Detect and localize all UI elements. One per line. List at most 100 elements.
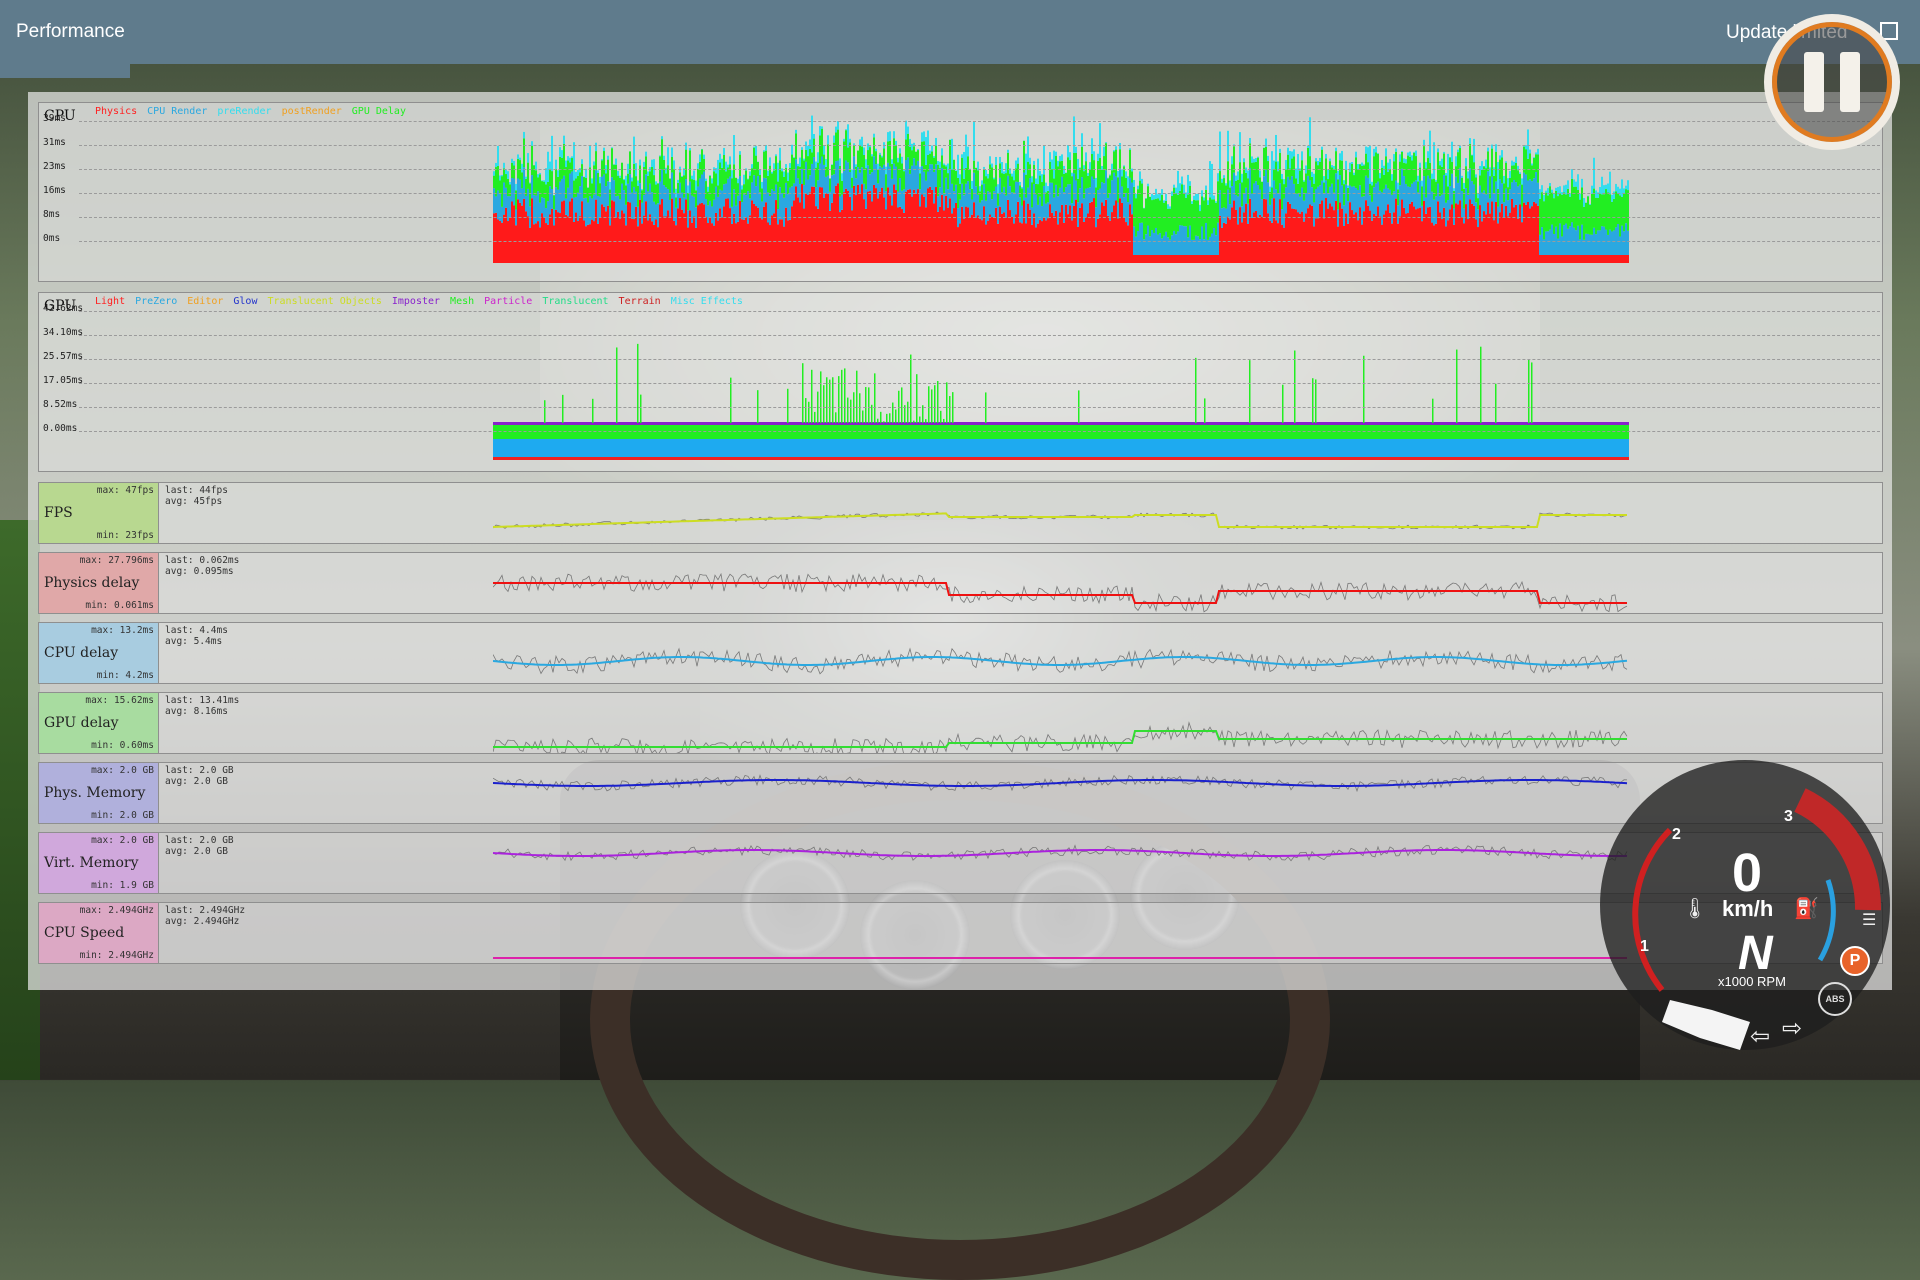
cpu-bar-segment [1499, 212, 1501, 263]
cpu-bar-segment [1477, 198, 1479, 209]
cpu-bar-segment [1095, 187, 1097, 207]
metric-avg: avg: 0.095ms [165, 566, 234, 577]
metric-avg: avg: 8.16ms [165, 706, 228, 717]
cpu-bar-segment [1171, 255, 1173, 263]
cpu-bar-segment [1197, 236, 1199, 255]
cpu-bar-segment [515, 225, 517, 263]
cpu-bar-segment [1519, 172, 1521, 174]
cpu-bar-segment [879, 192, 881, 263]
pause-icon [1804, 52, 1824, 112]
cpu-y-tick: 23ms [43, 161, 66, 172]
cpu-bar-segment [655, 185, 657, 205]
cpu-bar-segment [893, 138, 895, 163]
cpu-bar-segment [1381, 160, 1383, 168]
metric-max: max: 27.796ms [80, 555, 154, 566]
cpu-bar-segment [1241, 222, 1243, 263]
cpu-bar-segment [1407, 213, 1409, 263]
cpu-bar-segment [1271, 223, 1273, 263]
cpu-bar-segment [709, 201, 711, 218]
gpu-spike [892, 403, 894, 423]
cpu-bar-segment [493, 213, 495, 263]
cpu-bar-segment [1067, 184, 1069, 214]
cpu-bar-segment [1123, 165, 1125, 166]
cpu-bar-segment [1369, 146, 1371, 184]
cpu-bar-segment [937, 161, 939, 165]
metric-sparkline [493, 693, 1883, 753]
cpu-bar-segment [1215, 201, 1217, 203]
cpu-bar-segment [1101, 202, 1103, 263]
cpu-gridline [79, 193, 1880, 194]
cpu-bar-segment [541, 197, 543, 213]
cpu-bar-segment [1013, 224, 1015, 263]
cpu-bar-segment [875, 164, 877, 188]
cpu-bar-segment [1585, 203, 1587, 234]
cpu-bar-segment [979, 186, 981, 191]
cpu-bar-segment [1471, 155, 1473, 156]
cpu-bar-segment [763, 207, 765, 263]
cpu-bar-segment [1029, 164, 1031, 178]
cpu-bar-segment [885, 167, 887, 174]
cpu-bar-segment [1077, 202, 1079, 227]
cpu-bar-segment [613, 180, 615, 201]
cpu-bar-segment [997, 206, 999, 224]
cpu-bar-segment [1465, 158, 1467, 166]
cpu-bar-segment [1417, 181, 1419, 192]
cpu-bar-segment [1459, 200, 1461, 263]
cpu-bar-segment [1193, 196, 1195, 200]
cpu-bar-segment [1099, 158, 1101, 189]
cpu-bar-segment [889, 195, 891, 263]
cpu-bar-segment [1363, 164, 1365, 165]
cpu-bar-segment [1239, 132, 1241, 162]
cpu-bar-segment [497, 190, 499, 219]
cpu-bar-segment [1607, 255, 1609, 263]
cpu-bar-segment [1165, 194, 1167, 201]
cpu-bar-segment [1193, 255, 1195, 263]
cpu-bar-segment [851, 210, 853, 263]
cpu-bar-segment [1537, 183, 1539, 206]
cpu-bar-segment [1313, 226, 1315, 263]
cpu-bar-segment [1499, 179, 1501, 212]
cpu-bar-segment [667, 147, 669, 165]
cpu-bar-segment [1031, 176, 1033, 182]
cpu-bar-segment [1023, 173, 1025, 201]
cpu-bar-segment [651, 160, 653, 167]
cpu-bar-segment [1573, 179, 1575, 186]
cpu-bar-segment [853, 156, 855, 185]
cpu-bar-segment [1571, 255, 1573, 263]
cpu-bar-segment [1423, 176, 1425, 201]
cpu-bar-segment [839, 166, 841, 197]
cpu-bar-segment [563, 136, 565, 144]
cpu-bar-segment [793, 201, 795, 263]
cpu-bar-segment [897, 208, 899, 263]
cpu-bar-segment [1297, 194, 1299, 212]
gpu-light-area [493, 457, 1629, 460]
cpu-bar-segment [773, 171, 775, 191]
cpu-bar-segment [1433, 142, 1435, 178]
cpu-bar-segment [585, 198, 587, 226]
metric-avg-line [493, 731, 1627, 747]
cpu-bar-segment [1593, 189, 1595, 228]
cpu-bar-segment [1055, 152, 1057, 156]
cpu-bar-segment [1563, 185, 1565, 192]
cpu-bar-segment [1455, 166, 1457, 177]
cpu-bar-segment [1459, 146, 1461, 148]
pause-button[interactable] [1764, 14, 1900, 150]
cpu-bar-segment [1559, 193, 1561, 223]
cpu-bar-segment [1201, 255, 1203, 263]
cpu-bar-segment [895, 190, 897, 263]
cpu-bar-segment [1281, 174, 1283, 179]
cpu-bar-segment [687, 210, 689, 227]
cpu-bar-segment [1129, 178, 1131, 204]
cpu-bar-segment [999, 157, 1001, 163]
cpu-bar-segment [1439, 161, 1441, 165]
cpu-bar-segment [953, 160, 955, 191]
cpu-bar-segment [1429, 207, 1431, 263]
metric-name: GPU delay [44, 715, 119, 731]
metric-avg: avg: 2.0 GB [165, 846, 228, 857]
cpu-bar-segment [1221, 183, 1223, 209]
cpu-bar-segment [685, 200, 687, 263]
cpu-bar-segment [521, 188, 523, 205]
gpu-spike [916, 374, 918, 423]
cpu-legend-item: preRender [217, 106, 271, 117]
